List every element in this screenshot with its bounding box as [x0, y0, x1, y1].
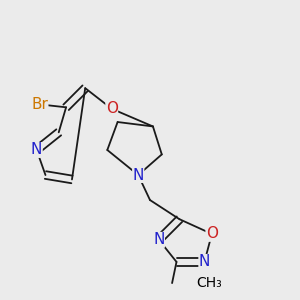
Text: N: N	[153, 232, 164, 247]
Text: N: N	[133, 167, 144, 182]
Text: Br: Br	[31, 97, 48, 112]
Text: N: N	[199, 254, 210, 269]
Text: O: O	[206, 226, 218, 242]
Text: N: N	[31, 142, 42, 158]
Text: CH₃: CH₃	[196, 276, 222, 290]
Text: O: O	[106, 101, 118, 116]
